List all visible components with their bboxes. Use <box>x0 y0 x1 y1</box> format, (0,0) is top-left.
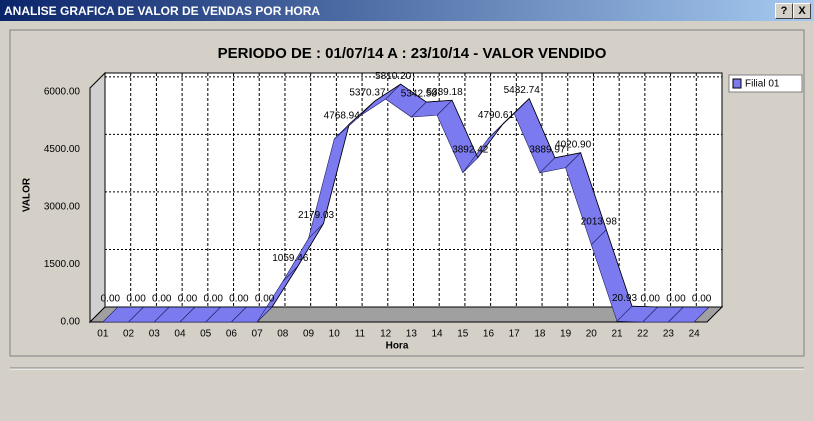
x-tick-label: 13 <box>406 329 418 340</box>
x-tick-label: 20 <box>586 329 598 340</box>
data-label: 1059.46 <box>272 253 309 264</box>
chart: PERIODO DE : 01/07/14 A : 23/10/14 - VAL… <box>9 29 805 370</box>
data-label: 4790.61 <box>478 110 515 121</box>
data-label: 4020.90 <box>555 139 592 150</box>
close-button[interactable]: X <box>793 3 811 19</box>
data-label: 0.00 <box>101 294 121 305</box>
x-tick-label: 05 <box>200 329 212 340</box>
data-label: 0.00 <box>126 294 146 305</box>
x-tick-label: 07 <box>252 329 264 340</box>
data-label: 0.00 <box>152 294 172 305</box>
x-tick-label: 09 <box>303 329 315 340</box>
data-label: 0.00 <box>692 294 712 305</box>
data-label: 3889.97 <box>529 144 566 155</box>
data-label: 3892.42 <box>452 144 489 155</box>
ribbon-line <box>117 83 710 308</box>
x-tick-label: 04 <box>174 329 186 340</box>
x-tick-label: 24 <box>689 329 701 340</box>
data-label: 5342.58 <box>401 89 438 100</box>
data-label: 0.00 <box>255 294 275 305</box>
chart-title: PERIODO DE : 01/07/14 A : 23/10/14 - VAL… <box>218 45 607 62</box>
x-tick-label: 08 <box>277 329 289 340</box>
data-label: 4768.94 <box>324 111 361 122</box>
x-tick-label: 14 <box>432 329 444 340</box>
x-tick-label: 22 <box>637 329 649 340</box>
legend-swatch <box>732 78 742 89</box>
window-title: ANALISE GRAFICA DE VALOR DE VENDAS POR H… <box>4 4 321 18</box>
x-tick-label: 23 <box>663 329 675 340</box>
data-label: 0.00 <box>229 294 249 305</box>
y-tick-label: 6000.00 <box>44 86 81 97</box>
x-tick-label: 18 <box>534 329 546 340</box>
data-label: 2179.03 <box>298 210 335 221</box>
x-tick-label: 17 <box>509 329 521 340</box>
data-label: 0.00 <box>640 294 660 305</box>
data-label: 5810.20 <box>375 71 412 82</box>
y-tick-label: 0.00 <box>61 317 81 328</box>
x-tick-label: 11 <box>355 329 366 340</box>
legend-box <box>728 74 803 93</box>
x-tick-label: 03 <box>149 329 161 340</box>
y-axis-label: VALOR <box>22 177 33 212</box>
x-tick-label: 10 <box>329 329 341 340</box>
y-tick-label: 3000.00 <box>44 202 81 213</box>
data-label: 5389.18 <box>426 87 463 98</box>
x-tick-label: 06 <box>226 329 238 340</box>
data-label: 2013.98 <box>581 216 618 227</box>
x-tick-label: 21 <box>611 329 623 340</box>
left-wall <box>89 71 106 324</box>
y-tick-label: 1500.00 <box>44 259 81 270</box>
x-tick-label: 19 <box>560 329 572 340</box>
x-tick-label: 16 <box>483 329 495 340</box>
x-tick-label: 15 <box>457 329 469 340</box>
data-label: 5432.74 <box>504 85 541 96</box>
data-label: 20.93 <box>612 293 637 304</box>
x-tick-label: 01 <box>97 329 109 340</box>
title-bar: ANALISE GRAFICA DE VALOR DE VENDAS POR H… <box>0 0 814 21</box>
x-axis-label: Hora <box>386 341 409 352</box>
data-label: 5370.37 <box>349 88 386 99</box>
legend-label: Filial 01 <box>745 79 780 90</box>
data-label: 0.00 <box>666 294 686 305</box>
help-button[interactable]: ? <box>775 3 793 19</box>
x-tick-label: 12 <box>380 329 392 340</box>
y-tick-label: 4500.00 <box>44 144 81 155</box>
data-label: 0.00 <box>178 294 198 305</box>
data-label: 0.00 <box>203 294 223 305</box>
x-tick-label: 02 <box>123 329 135 340</box>
